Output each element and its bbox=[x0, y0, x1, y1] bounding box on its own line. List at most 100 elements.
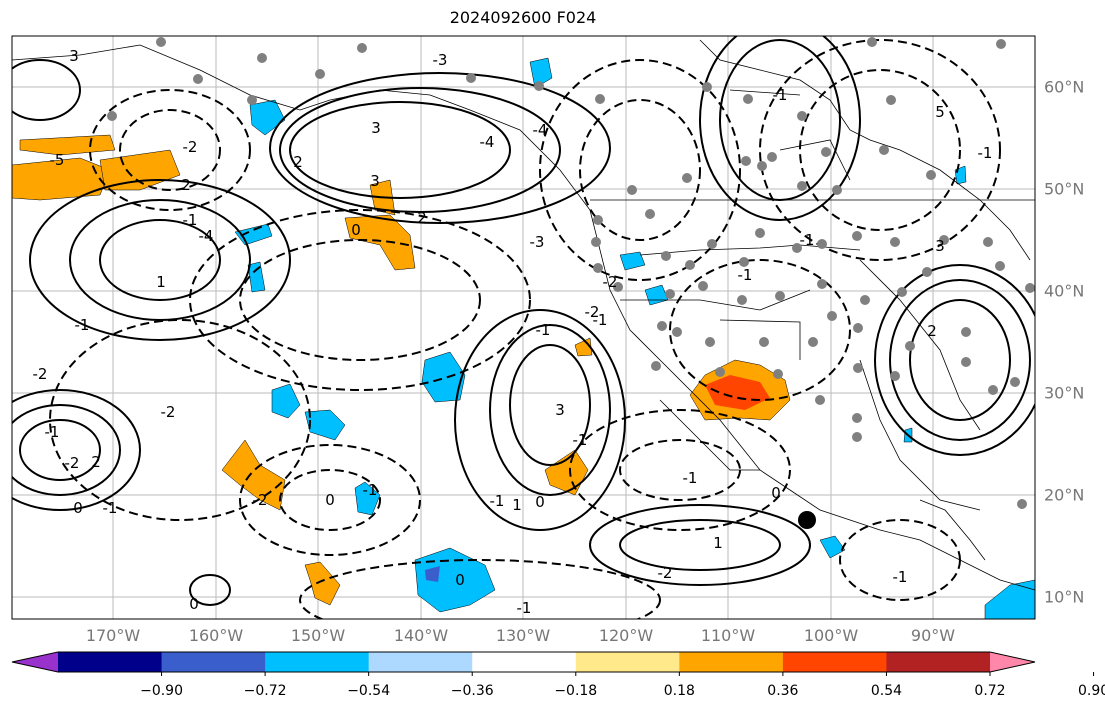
lat-label: 30°N bbox=[1044, 383, 1085, 403]
contour-label: 0 bbox=[535, 493, 545, 511]
contour-label: 3 bbox=[935, 237, 945, 255]
contour-label: -1 bbox=[489, 492, 505, 510]
colorbar-extend-max bbox=[990, 652, 1035, 672]
contour-label: 1 bbox=[156, 273, 166, 291]
colorbar-segment bbox=[679, 652, 784, 672]
colorbar bbox=[11, 651, 1095, 676]
contour-label: -1 bbox=[362, 481, 378, 499]
contour-label: -1 bbox=[182, 211, 198, 229]
colorbar-tick-label: −0.36 bbox=[450, 683, 494, 699]
contour-label: -5 bbox=[49, 151, 65, 169]
contour-label: -2 bbox=[657, 564, 673, 582]
coastlines bbox=[12, 39, 1035, 591]
contour-label: -1 bbox=[799, 231, 815, 249]
contour-label: -4 bbox=[532, 121, 548, 139]
contour-label: 2 bbox=[181, 176, 191, 194]
contour-label: -2 bbox=[584, 303, 600, 321]
negative-contours bbox=[49, 39, 1001, 619]
contour-label: -1 bbox=[682, 469, 698, 487]
graticule bbox=[12, 36, 1035, 619]
contour-label: -1 bbox=[535, 321, 551, 339]
colorbar-segment bbox=[161, 652, 266, 672]
contour-label: 1 bbox=[713, 534, 723, 552]
colorbar-tick-label: −0.90 bbox=[140, 683, 183, 699]
colorbar-tick-label: 0.36 bbox=[767, 683, 799, 699]
contour-label: 3 bbox=[555, 401, 565, 419]
contour-label: -1 bbox=[44, 423, 60, 441]
contour-label: 0 bbox=[455, 571, 465, 589]
contour-label: -1 bbox=[102, 499, 118, 517]
contour-label: 5 bbox=[935, 103, 945, 121]
colorbar-tick-label: 0.72 bbox=[974, 683, 1006, 699]
contour-label: -1 bbox=[592, 311, 608, 329]
colorbar-segment bbox=[575, 652, 680, 672]
contour-label: -1 bbox=[74, 316, 90, 334]
colorbar-tick-label: 0.18 bbox=[663, 683, 695, 699]
lat-label: 20°N bbox=[1044, 485, 1085, 505]
contour-label: -1 bbox=[572, 431, 588, 449]
contour-label: 3 bbox=[371, 119, 381, 137]
contour-label: -1 bbox=[772, 86, 788, 104]
strong-negative-shading bbox=[425, 566, 440, 582]
lon-label: 140°W bbox=[393, 626, 449, 645]
contour-label: -2 bbox=[182, 138, 198, 156]
lon-label: 90°W bbox=[910, 626, 956, 645]
colorbar-segment bbox=[782, 652, 887, 672]
lon-label: 130°W bbox=[495, 626, 551, 645]
contour-label: 2 bbox=[293, 153, 303, 171]
contour-label: -2 bbox=[602, 273, 618, 291]
strong-positive-shading bbox=[705, 375, 770, 410]
colorbar-tick-label: 0.90 bbox=[1077, 683, 1105, 699]
colorbar-segment bbox=[58, 652, 163, 672]
lon-label: 100°W bbox=[803, 626, 859, 645]
colorbar-tick-label: −0.18 bbox=[554, 683, 598, 699]
contour-label: -1 bbox=[977, 144, 993, 162]
contour-label: -1 bbox=[892, 568, 908, 586]
lon-label: 160°W bbox=[188, 626, 244, 645]
contour-label: 3 bbox=[69, 47, 79, 65]
lon-label: 120°W bbox=[598, 626, 654, 645]
lat-label: 50°N bbox=[1044, 179, 1085, 199]
contour-label: -1 bbox=[737, 266, 753, 284]
colorbar-tick-label: −0.72 bbox=[243, 683, 287, 699]
contour-label: -2 bbox=[32, 365, 48, 383]
colorbar-segment bbox=[368, 652, 473, 672]
contour-label: 3 bbox=[370, 172, 380, 190]
contour-label: 0 bbox=[351, 221, 361, 239]
contour-label: -1 bbox=[516, 599, 532, 617]
lon-label: 110°W bbox=[700, 626, 756, 645]
colorbar-tick-label: 0.54 bbox=[870, 683, 903, 699]
colorbar-segment bbox=[472, 652, 577, 672]
map-title: 2024092600 F024 bbox=[449, 8, 597, 27]
contour-label: -2 bbox=[252, 491, 268, 509]
contour-label: 1 bbox=[512, 496, 522, 514]
lon-label: 170°W bbox=[85, 626, 141, 645]
contour-label: 0 bbox=[771, 484, 781, 502]
contour-label: 0 bbox=[189, 595, 199, 613]
positive-contours bbox=[12, 36, 1035, 606]
contour-label: -2 bbox=[64, 454, 80, 472]
colorbar-outline bbox=[11, 651, 1036, 673]
contour-label: -2 bbox=[160, 403, 176, 421]
contour-label: 2 bbox=[927, 322, 937, 340]
colorbar-extend-min bbox=[12, 652, 58, 672]
contour-label: -4 bbox=[479, 133, 495, 151]
contour-label: 2 bbox=[417, 209, 427, 227]
lat-label: 60°N bbox=[1044, 77, 1085, 97]
contour-label: -3 bbox=[432, 51, 448, 69]
colorbar-segment bbox=[265, 652, 370, 672]
contour-label: 0 bbox=[325, 491, 335, 509]
lat-label: 40°N bbox=[1044, 281, 1085, 301]
map-frame bbox=[11, 35, 1036, 620]
lat-label: 10°N bbox=[1044, 587, 1085, 607]
location-marker bbox=[798, 511, 816, 529]
contour-label: 2 bbox=[91, 453, 101, 471]
colorbar-tick-label: −0.54 bbox=[347, 683, 391, 699]
contour-label: 0 bbox=[73, 499, 83, 517]
colorbar-segment bbox=[886, 652, 991, 672]
contour-label: -3 bbox=[529, 233, 545, 251]
station-markers bbox=[107, 37, 1035, 509]
lon-label: 150°W bbox=[290, 626, 346, 645]
contour-label: -4 bbox=[198, 227, 214, 245]
